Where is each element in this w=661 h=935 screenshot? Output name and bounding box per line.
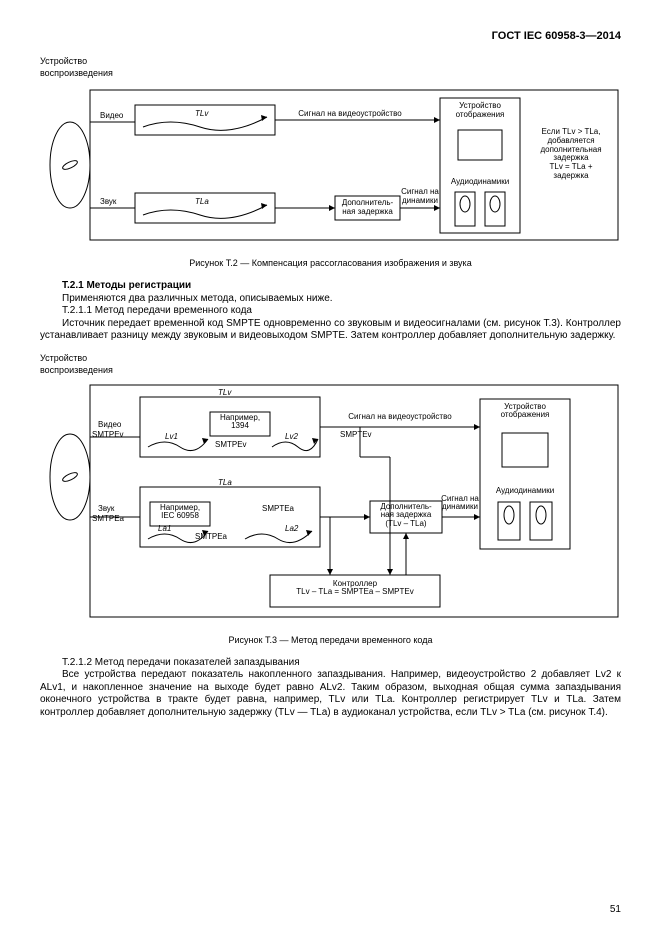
fig2-smptev-lbl: SMPTEv — [340, 431, 372, 440]
fig2-video: Видео — [98, 421, 121, 430]
fig2-La1: La1 — [158, 525, 171, 534]
t211-text: Источник передает временной код SMPTE од… — [40, 318, 621, 343]
fig1-TLa: TLa — [195, 198, 209, 207]
fig1-extra-delay: Дополнитель- ная задержка — [337, 199, 398, 217]
fig2-smptea: SMTPEa — [92, 515, 124, 524]
t211-title: Т.2.1.1 Метод передачи временного кода — [40, 305, 621, 318]
fig1-TLv: TLv — [195, 110, 208, 119]
fig2-Lv2: Lv2 — [285, 433, 298, 442]
fig2-Lv1: Lv1 — [165, 433, 178, 442]
t21-text: Применяются два различных метода, описыв… — [40, 293, 621, 306]
t212-title: Т.2.1.2 Метод передачи показателей запаз… — [40, 657, 621, 670]
fig2-audio: Звук — [98, 505, 114, 514]
fig2-caption: Рисунок Т.3 — Метод передачи временного … — [40, 635, 621, 645]
fig2-SMTPEa2: SMTPEa — [195, 533, 227, 542]
fig2-smptev: SMTPEv — [92, 431, 124, 440]
t212-text: Все устройства передают показатель накоп… — [40, 669, 621, 719]
fig2-SMTPEv2: SMTPEv — [215, 441, 247, 450]
fig2-dev-label1: Устройство — [40, 353, 621, 363]
page-container: ГОСТ IEC 60958-3—2014 Устройство воспрои… — [0, 0, 661, 935]
fig1-audio-label: Звук — [100, 198, 116, 207]
fig1-dev-label2: воспроизведения — [40, 68, 621, 78]
t21-title: Т.2.1 Методы регистрации — [40, 280, 621, 293]
fig2-SMPTEa-lbl: SMPTEa — [262, 505, 294, 514]
fig2-speakers: Аудиодинамики — [480, 487, 570, 496]
fig2-display-dev: Устройство отображения — [480, 403, 570, 421]
figure-t3: Видео SMTPEv TLv Например, 1394 Lv1 Lv2 … — [40, 377, 621, 627]
fig2-La2: La2 — [285, 525, 298, 534]
page-number: 51 — [610, 904, 621, 915]
figure-t2: Видео TLv Сигнал на видеоустройство Звук… — [40, 80, 621, 250]
fig2-extra-delay: Дополнитель- ная задержка (TLv – TLa) — [371, 503, 441, 529]
fig1-sig-video: Сигнал на видеоустройство — [285, 110, 415, 119]
fig2-TLv: TLv — [218, 389, 231, 398]
fig1-dev-label1: Устройство — [40, 56, 621, 66]
fig2-dev-label2: воспроизведения — [40, 365, 621, 375]
fig1-video-label: Видео — [100, 112, 123, 121]
fig1-caption: Рисунок Т.2 — Компенсация рассогласовани… — [40, 258, 621, 268]
fig2-TLa: TLa — [218, 479, 232, 488]
fig2-sig-audio: Сигнал на динамики — [438, 495, 482, 513]
fig1-speakers: Аудиодинамики — [440, 178, 520, 187]
fig2-sig-video: Сигнал на видеоустройство — [330, 413, 470, 422]
fig2-controller: Контроллер TLv – TLa = SMPTEa – SMPTEv — [272, 580, 438, 598]
fig1-display-dev: Устройство отображения — [440, 102, 520, 120]
fig1-condition: Если TLv > TLa, добавляется дополнительн… — [528, 128, 614, 181]
fig2-eg1394: Например, 1394 — [212, 414, 268, 432]
doc-header: ГОСТ IEC 60958-3—2014 — [40, 30, 621, 42]
fig1-sig-audio: Сигнал на динамики — [398, 188, 442, 206]
fig2-eg60958: Например, IEC 60958 — [152, 504, 208, 522]
